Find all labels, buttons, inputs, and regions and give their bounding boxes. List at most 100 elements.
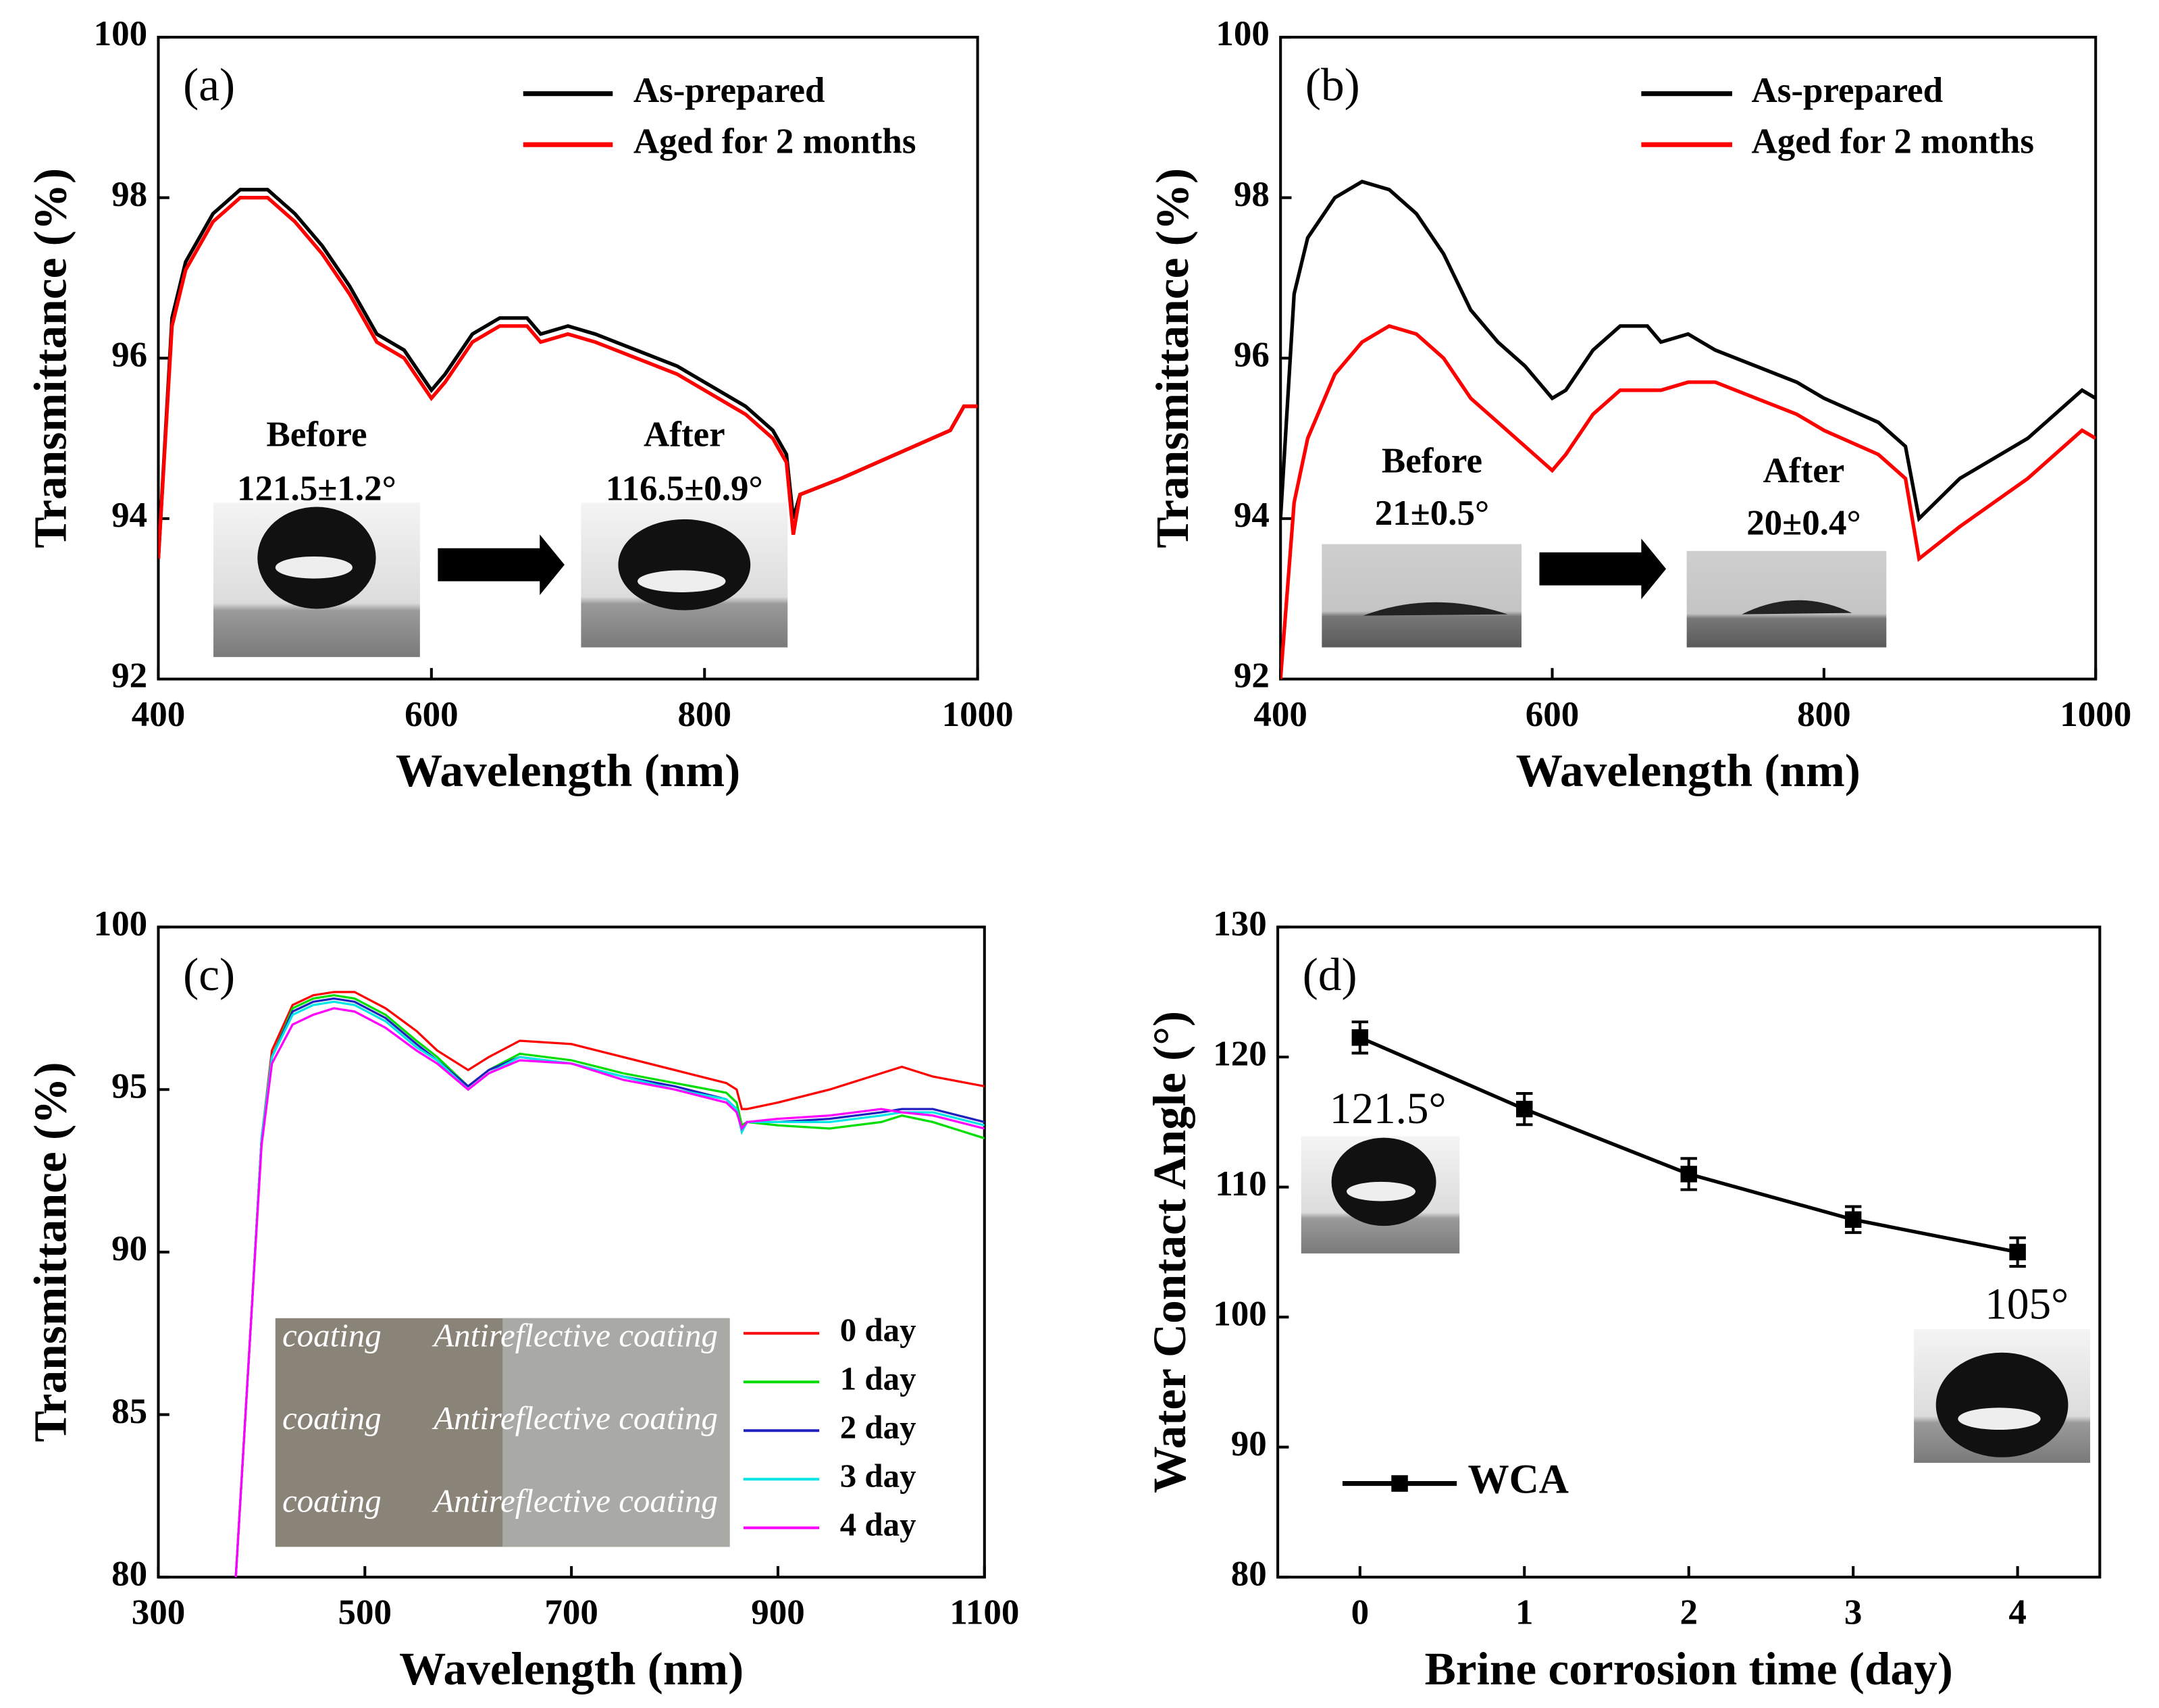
- x-tick-label: 0: [1351, 1593, 1369, 1632]
- x-tick-label: 500: [338, 1593, 392, 1632]
- annotation: Antireflective coating: [432, 1399, 718, 1437]
- y-tick-label: 98: [1234, 175, 1270, 214]
- x-tick-label: 400: [132, 695, 185, 734]
- y-tick-label: 80: [111, 1554, 147, 1593]
- panel-label: (b): [1305, 58, 1360, 110]
- x-tick-label: 800: [677, 695, 731, 734]
- series-line: [1280, 180, 2096, 523]
- y-tick-label: 80: [1231, 1554, 1267, 1593]
- photo-coated: [502, 1318, 730, 1547]
- y-tick-label: 100: [94, 904, 147, 943]
- y-tick-label: 96: [111, 335, 147, 374]
- legend-label: WCA: [1467, 1457, 1568, 1503]
- legend-label: As-prepared: [633, 71, 825, 110]
- y-axis-label: Water Contact Angle (°): [1143, 1011, 1195, 1493]
- y-tick-label: 100: [1213, 1294, 1266, 1333]
- panel-label: (d): [1303, 948, 1357, 1000]
- arrow: [1539, 538, 1667, 600]
- legend-label: 3 day: [840, 1457, 916, 1494]
- y-tick-label: 130: [1213, 904, 1266, 943]
- y-tick-label: 96: [1234, 335, 1270, 374]
- legend-label: 2 day: [840, 1408, 916, 1445]
- x-tick-label: 2: [1680, 1593, 1697, 1632]
- annotation: Before: [266, 415, 367, 455]
- y-tick-label: 92: [111, 656, 147, 696]
- legend-label: Aged for 2 months: [1751, 122, 2034, 161]
- x-tick-label: 900: [751, 1593, 804, 1632]
- series-line: [1280, 324, 2096, 679]
- drop: [1363, 602, 1508, 616]
- marker: [1680, 1166, 1697, 1183]
- series-line: [234, 991, 985, 1578]
- x-tick-label: 300: [132, 1593, 185, 1632]
- x-tick-label: 700: [544, 1593, 598, 1632]
- annotation: 20±0.4°: [1746, 503, 1861, 542]
- drop-highlight: [638, 570, 726, 592]
- x-tick-label: 4: [2008, 1593, 2026, 1632]
- annotation: coating: [282, 1317, 382, 1354]
- drop: [1742, 600, 1852, 615]
- series-line: [234, 1000, 985, 1578]
- legend-label: Aged for 2 months: [633, 122, 916, 161]
- annotation: 116.5±0.9°: [606, 469, 763, 508]
- y-tick-label: 120: [1213, 1034, 1266, 1073]
- x-axis-label: Wavelength (nm): [396, 744, 740, 796]
- annotations: Before 121.5±1.2° After 116.5±0.9° Before 21±…: [237, 415, 2069, 1520]
- y-tick-label: 100: [94, 14, 147, 53]
- x-tick-label: 1: [1515, 1593, 1533, 1632]
- drop-highlight: [275, 556, 353, 579]
- x-tick-label: 1000: [942, 695, 1014, 734]
- x-tick-label: 1100: [950, 1593, 1019, 1632]
- y-tick-label: 100: [1216, 14, 1269, 53]
- legend-marker: [1391, 1475, 1408, 1492]
- photo: [1322, 544, 1521, 648]
- series-line: [158, 196, 978, 559]
- y-tick-label: 98: [111, 175, 147, 214]
- y-axis-label: Transmittance (%): [24, 1062, 76, 1442]
- x-tick-label: 1000: [2060, 695, 2131, 734]
- inset-photos: [213, 502, 2091, 1547]
- y-tick-label: 90: [111, 1229, 147, 1268]
- arrow: [438, 534, 565, 596]
- drop-highlight: [1958, 1407, 2041, 1430]
- annotation: After: [1763, 451, 1845, 490]
- marker: [1516, 1100, 1533, 1118]
- annotation: After: [644, 415, 725, 455]
- y-tick-label: 94: [1234, 496, 1270, 535]
- x-axis-label: Wavelength (nm): [399, 1642, 744, 1694]
- panel-label: (c): [183, 948, 235, 1000]
- marker: [1351, 1029, 1369, 1046]
- y-tick-label: 85: [111, 1392, 147, 1431]
- annotation: coating: [282, 1399, 382, 1437]
- annotation: Antireflective coating: [432, 1482, 718, 1519]
- drop: [1331, 1137, 1436, 1226]
- drop: [618, 519, 751, 611]
- y-axis-label: Transmittance (%): [24, 168, 76, 548]
- marker: [2009, 1243, 2026, 1261]
- y-axis-label: Transmittance (%): [1146, 168, 1198, 548]
- y-tick-label: 90: [1231, 1424, 1267, 1464]
- legend-label: 4 day: [840, 1505, 916, 1543]
- annotation: Antireflective coating: [432, 1317, 718, 1354]
- legend-label: 1 day: [840, 1360, 916, 1397]
- y-tick-label: 92: [1234, 656, 1270, 696]
- x-tick-label: 600: [405, 695, 458, 734]
- annotation: coating: [282, 1482, 382, 1519]
- photo: [1686, 550, 1887, 648]
- legend-label: 0 day: [840, 1311, 916, 1348]
- series-line: [234, 1007, 985, 1578]
- legend-label: As-prepared: [1751, 71, 1943, 110]
- annotation: 105°: [1985, 1280, 2069, 1329]
- marker: [1844, 1211, 1862, 1228]
- annotation: 121.5±1.2°: [237, 469, 396, 508]
- x-axis-label: Wavelength (nm): [1516, 744, 1861, 796]
- y-tick-label: 94: [111, 496, 147, 535]
- y-tick-label: 95: [111, 1066, 147, 1106]
- x-tick-label: 600: [1526, 695, 1579, 734]
- annotation: Before: [1382, 441, 1482, 480]
- x-axis-label: Brine corrosion time (day): [1425, 1642, 1953, 1694]
- drop-highlight: [1347, 1181, 1415, 1201]
- annotation: 121.5°: [1330, 1085, 1447, 1133]
- drop: [1935, 1352, 2069, 1457]
